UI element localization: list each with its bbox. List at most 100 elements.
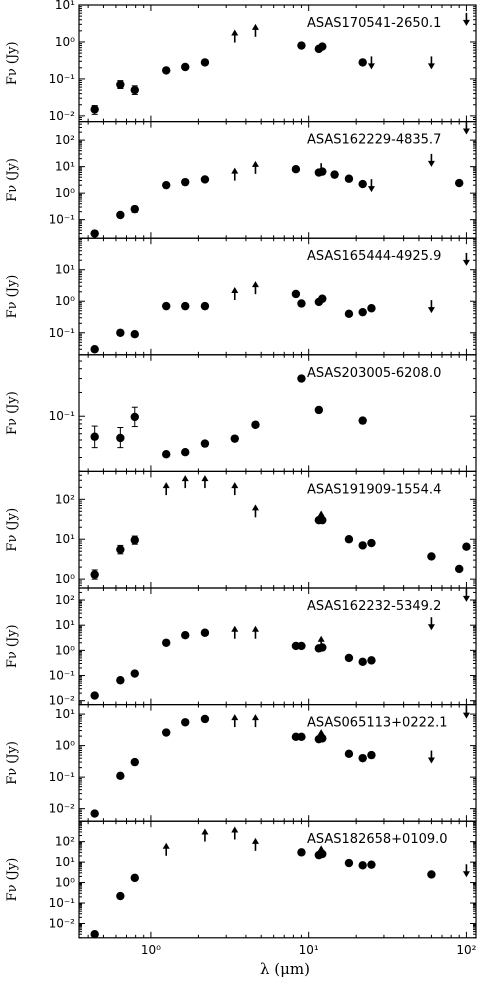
data-point	[344, 749, 354, 758]
lower-limit-arrow	[231, 826, 239, 840]
data-point	[90, 929, 99, 939]
data-point	[116, 210, 125, 220]
y-tick-label: 10⁰	[55, 876, 75, 890]
shared-x-axis: 10⁰ 10¹ 10²	[141, 943, 477, 957]
data-point	[130, 535, 139, 545]
data-point	[344, 858, 354, 868]
lower-limit-arrow	[201, 828, 209, 842]
data-point	[181, 718, 190, 727]
y-tick-label: 10⁻²	[49, 916, 76, 930]
data-point	[200, 175, 210, 184]
lower-limit-arrow	[251, 714, 259, 728]
upper-limit-arrow	[427, 153, 435, 167]
data-point	[291, 165, 301, 174]
data-point	[116, 891, 125, 901]
data-point	[358, 179, 367, 189]
data-point	[116, 433, 125, 443]
data-point	[344, 309, 354, 318]
data-point	[367, 656, 376, 665]
upper-limit-arrow	[462, 252, 470, 266]
data-point	[162, 450, 171, 459]
upper-limit-arrow	[462, 12, 470, 26]
data-point	[90, 345, 99, 354]
data-point	[297, 848, 306, 857]
panel-3: 10⁻¹ 10⁰ 10¹ Fν (Jy) ASAS165444-4925.9	[5, 237, 477, 356]
data-point	[130, 669, 139, 678]
y-tick-label: 10⁻¹	[49, 213, 76, 227]
data-point	[130, 757, 139, 767]
data-point	[330, 170, 339, 179]
data-point	[181, 631, 190, 640]
y-tick-label: 10¹	[55, 618, 75, 632]
data-point	[181, 301, 190, 311]
data-point	[200, 439, 210, 448]
data-point	[318, 42, 327, 51]
y-tick-label: 10⁻²	[49, 802, 76, 816]
lower-limit-arrow	[181, 475, 189, 489]
lower-limit-arrow	[231, 625, 239, 639]
y-axis-label: Fν (Jy)	[5, 41, 20, 85]
upper-limit-arrow	[427, 300, 435, 314]
upper-limit-arrow	[317, 163, 325, 177]
lower-limit-arrow	[231, 286, 239, 300]
data-point	[318, 734, 327, 743]
y-tick-label: 10⁻²	[49, 109, 76, 123]
panel-4: 10⁻¹ Fν (Jy) ASAS203005-6208.0	[5, 354, 477, 472]
y-tick-label: 10⁻¹	[49, 409, 76, 423]
data-point	[367, 304, 376, 313]
panels-group: 10⁻² 10⁻¹ 10⁰ 10¹ Fν (Jy) ASAS170541-2650.1 10…	[5, 0, 477, 939]
data-point	[230, 434, 239, 443]
data-point	[344, 653, 354, 663]
y-tick-label: 10⁻²	[49, 694, 76, 708]
x-tick-label: 10¹	[299, 943, 319, 957]
lower-limit-arrow	[317, 845, 325, 859]
data-point	[297, 374, 306, 383]
lower-limit-arrow	[251, 504, 259, 518]
panel-label: ASAS191909-1554.4	[307, 482, 441, 497]
y-tick-label: 10⁰	[55, 572, 75, 586]
data-point	[90, 809, 99, 818]
lower-limit-arrow	[162, 842, 170, 856]
x-tick-label: 10²	[456, 943, 476, 957]
y-tick-label: 10⁻¹	[49, 669, 76, 683]
data-point	[116, 80, 125, 89]
upper-limit-arrow	[427, 617, 435, 631]
panel-label: ASAS170541-2650.1	[307, 16, 441, 31]
upper-limit-arrow	[367, 179, 375, 193]
x-tick-label: 10⁰	[141, 943, 161, 957]
data-point	[367, 538, 376, 548]
data-point	[90, 432, 99, 441]
y-axis-label: Fν (Jy)	[5, 858, 20, 902]
y-axis-label: Fν (Jy)	[5, 508, 20, 552]
data-point	[358, 307, 367, 317]
y-axis-label: Fν (Jy)	[5, 158, 20, 202]
data-point	[162, 728, 171, 737]
data-point	[358, 58, 367, 67]
data-point	[367, 750, 376, 760]
upper-limit-arrow	[462, 864, 470, 878]
lower-limit-arrow	[317, 729, 325, 743]
data-point	[297, 299, 306, 308]
panel-2: 10⁻¹ 10⁰ 10¹ 10² Fν (Jy) ASAS162229-4835.7	[5, 120, 477, 239]
data-point	[367, 860, 376, 869]
lower-limit-arrow	[251, 23, 259, 37]
data-point	[181, 62, 190, 72]
panel-8: 10⁻² 10⁻¹ 10⁰ 10¹ 10² Fν (Jy) ASAS182658+0109.…	[5, 820, 477, 939]
data-point	[358, 861, 367, 870]
data-point	[90, 570, 99, 579]
data-point	[116, 676, 125, 685]
data-point	[200, 714, 210, 724]
y-tick-label: 10⁻¹	[49, 770, 76, 784]
data-point	[318, 294, 327, 303]
y-tick-label: 10⁻¹	[49, 896, 76, 910]
data-point	[462, 542, 471, 551]
y-tick-label: 10⁰	[55, 186, 75, 200]
data-point	[318, 849, 327, 859]
y-tick-label: 10²	[55, 133, 75, 147]
data-point	[318, 515, 327, 525]
upper-limit-arrow	[462, 705, 470, 719]
panel-label: ASAS065113+0222.1	[307, 716, 448, 731]
y-tick-label: 10¹	[55, 855, 75, 869]
data-point	[116, 328, 125, 337]
y-tick-label: 10¹	[55, 0, 75, 12]
